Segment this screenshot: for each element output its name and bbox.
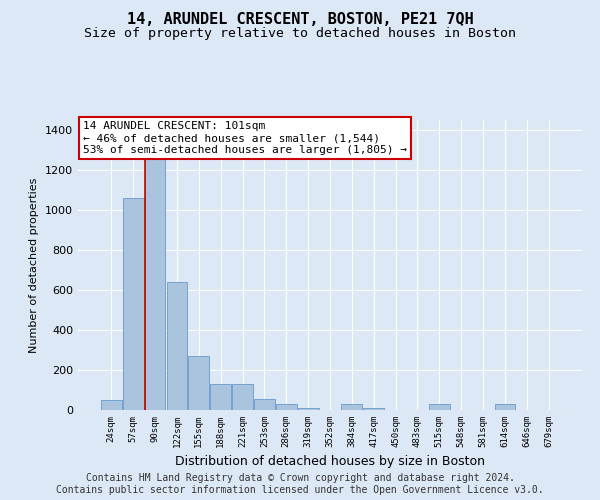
Bar <box>188 356 209 410</box>
Text: 14 ARUNDEL CRESCENT: 101sqm
← 46% of detached houses are smaller (1,544)
53% of : 14 ARUNDEL CRESCENT: 101sqm ← 46% of det… <box>83 122 407 154</box>
Bar <box>341 404 362 410</box>
Text: Size of property relative to detached houses in Boston: Size of property relative to detached ho… <box>84 28 516 40</box>
Bar <box>364 408 384 410</box>
X-axis label: Distribution of detached houses by size in Boston: Distribution of detached houses by size … <box>175 456 485 468</box>
Text: Contains HM Land Registry data © Crown copyright and database right 2024.
Contai: Contains HM Land Registry data © Crown c… <box>56 474 544 495</box>
Bar <box>145 154 166 410</box>
Bar <box>232 384 253 410</box>
Y-axis label: Number of detached properties: Number of detached properties <box>29 178 40 352</box>
Bar <box>494 404 515 410</box>
Bar <box>167 282 187 410</box>
Bar <box>101 400 122 410</box>
Bar <box>276 404 296 410</box>
Bar <box>210 384 231 410</box>
Text: 14, ARUNDEL CRESCENT, BOSTON, PE21 7QH: 14, ARUNDEL CRESCENT, BOSTON, PE21 7QH <box>127 12 473 28</box>
Bar <box>123 198 143 410</box>
Bar <box>429 404 450 410</box>
Bar <box>254 399 275 410</box>
Bar <box>298 408 319 410</box>
